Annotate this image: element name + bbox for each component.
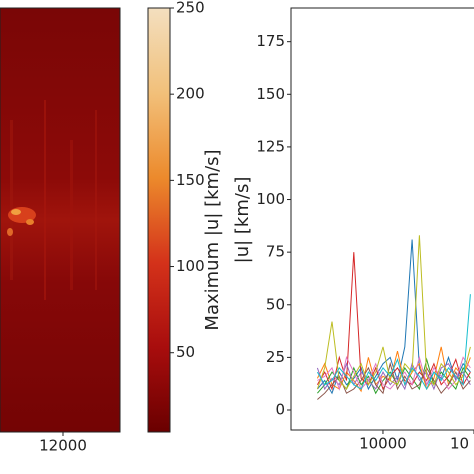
- y-tick-label: 100: [256, 190, 285, 208]
- axes-frame: [290, 7, 474, 431]
- y-axis-label: |u| [km/s]: [232, 177, 253, 264]
- y-tick-label: 25: [266, 348, 285, 366]
- y-tick-label: 50: [266, 295, 285, 313]
- colorbar-gradient: [147, 7, 171, 433]
- colorbar-tick-label: 50: [176, 343, 195, 361]
- colorbar-tick-label: 100: [176, 257, 205, 275]
- colorbar-tick-label: 250: [176, 0, 205, 17]
- colorbar: 50 100 150 200 250 Maximum |u| [km/s] 12000: [39, 0, 223, 455]
- series-line: [316, 252, 471, 391]
- colorbar-tick-label: 150: [176, 171, 205, 189]
- series-line: [316, 235, 471, 390]
- y-tick-label: 175: [256, 32, 285, 50]
- line-chart: 0 25 50 75 100 125 150 175 10000 10 |u| [km/s]: [232, 7, 474, 453]
- series-line: [317, 355, 471, 391]
- colorbar-label: Maximum |u| [km/s]: [202, 149, 223, 330]
- x-tick-label: 10: [450, 435, 469, 453]
- x-tick-label: 12000: [39, 437, 87, 455]
- colorbar-tick-label: 200: [176, 85, 205, 103]
- y-tick-label: 125: [256, 137, 285, 155]
- y-tick-label: 150: [256, 85, 285, 103]
- y-tick-label: 0: [275, 401, 285, 419]
- x-tick-label: 10000: [359, 435, 407, 453]
- y-tick-label: 75: [266, 243, 285, 261]
- heatmap: [0, 7, 121, 433]
- series-line: [316, 294, 471, 391]
